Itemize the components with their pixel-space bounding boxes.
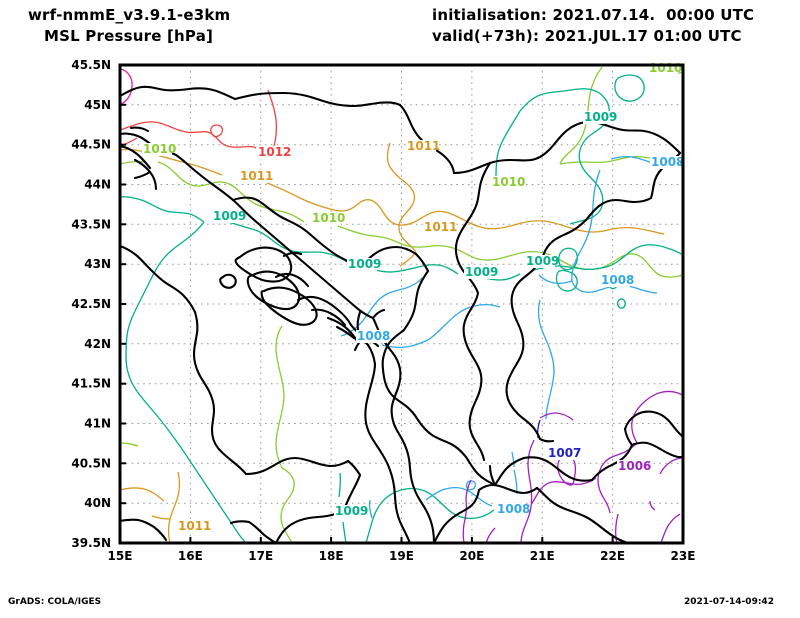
x-tick-label: 16E [178, 549, 203, 563]
x-tick-label: 18E [319, 549, 344, 563]
contour-label-backdrop [177, 520, 207, 533]
contour-label: 1008 [357, 329, 390, 343]
y-tick-label: 42N [84, 337, 111, 351]
contour-label: 1007 [548, 446, 581, 460]
contour-label-backdrop [617, 460, 647, 473]
x-tick-label: 21E [530, 549, 555, 563]
contour-label: 1011 [240, 169, 273, 183]
pressure-contours [120, 66, 683, 543]
contour-1013 [120, 68, 133, 105]
contour-label-backdrop [334, 505, 364, 518]
initialisation-time: initialisation: 2021.07.14. 00:00 UTC [432, 6, 755, 24]
contour-label-backdrop [142, 143, 172, 156]
contour-label-backdrop [491, 176, 521, 189]
contour-label: 1009 [584, 110, 617, 124]
x-tick-label: 20E [459, 549, 484, 563]
contour-label-backdrop [600, 274, 630, 287]
contour-label-backdrop [347, 258, 377, 271]
contour-label: 1009 [348, 257, 381, 271]
x-tick-label: 15E [108, 549, 133, 563]
grads-credit: GrADS: COLA/IGES [8, 597, 102, 607]
y-tick-label: 40.5N [71, 456, 111, 470]
generation-timestamp: 2021-07-14-09:42 [684, 597, 774, 607]
contour-label: 1009 [213, 209, 246, 223]
x-tick-label: 17E [248, 549, 273, 563]
y-tick-label: 45.5N [71, 58, 111, 72]
contour-label: 1011 [424, 220, 457, 234]
y-tick-label: 44.5N [71, 138, 111, 152]
contour-label-backdrop [239, 170, 269, 183]
contour-label-backdrop [423, 221, 453, 234]
y-tick-label: 44N [84, 178, 111, 192]
contour-label-backdrop [406, 140, 436, 153]
contour-label-backdrop [525, 255, 555, 268]
contour-label: 1008 [651, 155, 684, 169]
y-tick-label: 39.5N [71, 536, 111, 550]
map-canvas: 1012 1011 1011 1011 1011 1010 1010 1010 1010 1009… [71, 58, 696, 563]
contour-label-backdrop [547, 447, 577, 460]
x-tick-label: 22E [600, 549, 625, 563]
contour-label: 1009 [465, 265, 498, 279]
contour-label: 1009 [526, 254, 559, 268]
contour-label: 1010 [312, 211, 345, 225]
y-tick-label: 45N [84, 98, 111, 112]
model-title: wrf-nmmE_v3.9.1-e3km [28, 6, 231, 24]
y-axis-labels: 39.5N 40N 40.5N 41N 41.5N 42N 42.5N 43N 43.5N 44N… [71, 58, 111, 550]
x-tick-label: 19E [389, 549, 414, 563]
contour-label-backdrop [464, 266, 494, 279]
field-title: MSL Pressure [hPa] [44, 27, 214, 45]
valid-time: valid(+73h): 2021.JUL.17 01:00 UTC [432, 27, 742, 45]
y-tick-label: 43.5N [71, 217, 111, 231]
x-tick-label: 23E [671, 549, 696, 563]
contour-label: 1011 [178, 519, 211, 533]
contour-label-backdrop [257, 146, 287, 159]
contour-label: 1010 [649, 61, 682, 75]
contour-label-backdrop [650, 156, 680, 169]
contour-label-backdrop [311, 212, 341, 225]
y-tick-label: 43N [84, 257, 111, 271]
axis-ticks [119, 64, 684, 544]
contour-label-backdrop [356, 330, 386, 343]
contour-label: 1009 [335, 504, 368, 518]
contour-1011 [120, 142, 665, 543]
contour-label: 1010 [492, 175, 525, 189]
contour-plot: 1012 1011 1011 1011 1011 1010 1010 1010 1010 1009… [71, 58, 696, 563]
y-tick-label: 40N [84, 496, 111, 510]
y-tick-label: 42.5N [71, 297, 111, 311]
coastlines-and-borders [120, 85, 683, 543]
y-tick-label: 41N [84, 417, 111, 431]
contour-label: 1008 [601, 273, 634, 287]
contour-label: 1010 [143, 142, 176, 156]
contour-label: 1012 [258, 145, 291, 159]
contour-label: 1008 [497, 502, 530, 516]
contour-label-backdrop [212, 210, 242, 223]
contour-label-backdrop [496, 503, 526, 516]
contour-1006 [462, 390, 683, 543]
contour-label-backdrop [583, 111, 613, 124]
contour-label: 1011 [407, 139, 440, 153]
x-axis-labels: 15E 16E 17E 18E 19E 20E 21E 22E 23E [108, 549, 696, 563]
contour-label: 1006 [618, 459, 651, 473]
y-tick-label: 41.5N [71, 377, 111, 391]
